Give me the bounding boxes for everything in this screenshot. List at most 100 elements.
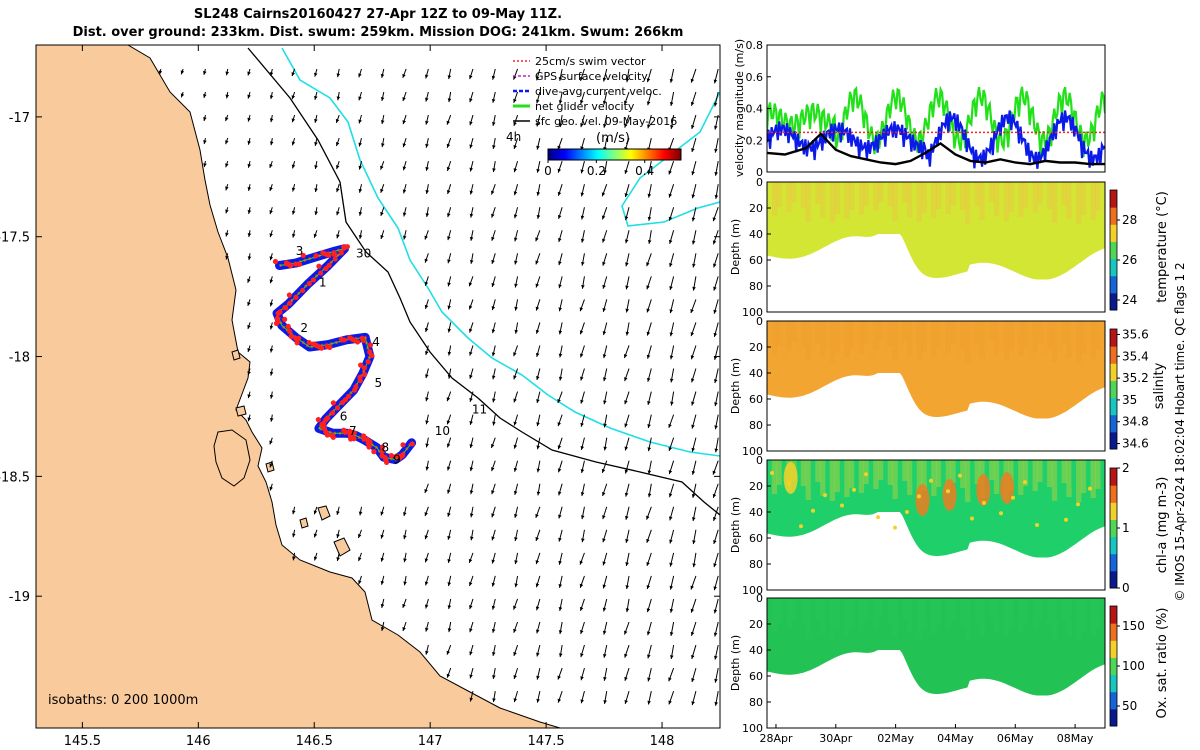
colorbar-cell — [560, 149, 562, 160]
section-texture — [1061, 460, 1067, 483]
current-arrowhead — [714, 148, 718, 153]
colorbar-cell — [586, 149, 588, 160]
track-swim-dot — [318, 270, 324, 276]
section-colorbar-cell — [1110, 640, 1117, 658]
current-arrowhead — [558, 77, 563, 81]
track-swim-dot — [362, 371, 368, 378]
colorbar-cell — [677, 149, 679, 160]
section-texture — [791, 321, 797, 342]
current-arrowhead — [536, 675, 540, 680]
colorbar-cell — [616, 149, 618, 160]
current-arrowhead — [669, 516, 673, 521]
current-arrowhead — [558, 307, 562, 312]
section-texture — [878, 598, 884, 618]
section-texture — [1066, 598, 1072, 635]
section-ytick-label: 60 — [749, 670, 763, 683]
current-arrowhead — [714, 171, 718, 176]
current-arrowhead — [691, 678, 695, 683]
section-texture — [800, 460, 807, 486]
current-arrowhead — [514, 560, 518, 565]
track-swim-dot — [361, 365, 368, 371]
current-arrowhead — [714, 125, 718, 130]
current-arrowhead — [602, 261, 606, 266]
colorbar-cell — [566, 149, 568, 160]
colorbar-cell — [583, 149, 585, 160]
current-arrowhead — [669, 562, 673, 567]
current-arrowhead — [691, 470, 696, 475]
section-texture — [771, 460, 778, 494]
current-arrowhead — [446, 466, 451, 471]
section-colorbar-cell — [1110, 570, 1117, 589]
section-texture — [1056, 598, 1063, 630]
section-colorbar-cell — [1110, 363, 1117, 381]
chl-sample-dot — [876, 515, 880, 520]
section-colorbar-cell — [1110, 224, 1117, 242]
section-texture — [824, 182, 831, 209]
section-texture — [839, 598, 845, 621]
current-arrowhead — [713, 632, 718, 637]
island-small-1 — [231, 349, 241, 361]
vel-series-net — [767, 85, 1105, 157]
current-arrowhead — [225, 232, 229, 237]
current-arrowhead — [691, 124, 695, 129]
current-arrowhead — [603, 170, 607, 174]
section-colorbar-cell — [1110, 207, 1117, 225]
current-arrowhead — [424, 489, 428, 493]
current-arrowhead — [580, 169, 584, 174]
section-texture — [950, 460, 956, 483]
section-texture — [907, 182, 913, 217]
current-arrowhead — [558, 514, 562, 519]
section-texture — [1066, 460, 1072, 497]
map-xtick-label: 147.5 — [527, 734, 564, 749]
current-arrowhead — [314, 165, 318, 169]
current-arrowhead — [381, 143, 385, 148]
current-arrowhead — [624, 469, 629, 474]
chl-sample-dot — [1035, 523, 1039, 527]
section-colorbar-tick-label: 35 — [1122, 393, 1137, 407]
chl-sample-dot — [840, 503, 844, 508]
current-arrowhead — [669, 378, 674, 383]
section-texture — [892, 321, 898, 360]
section-texture — [1047, 321, 1053, 348]
colorbar-units: (m/s) — [596, 131, 630, 146]
section-texture — [873, 182, 879, 211]
section-texture — [858, 598, 865, 631]
current-arrowhead — [602, 100, 607, 105]
current-arrowhead — [469, 397, 473, 402]
colorbar-cell — [654, 149, 656, 160]
current-arrowhead — [446, 650, 451, 655]
section-colorbar-tick-label: 28 — [1122, 213, 1137, 227]
current-arrowhead — [535, 329, 540, 334]
track-swim-dot — [383, 459, 390, 465]
current-arrowhead — [691, 424, 695, 429]
section-texture — [1003, 598, 1009, 637]
colorbar-cell — [553, 149, 555, 160]
current-arrowhead — [602, 354, 607, 359]
colorbar-cell — [605, 149, 607, 160]
section-texture — [926, 460, 932, 482]
colorbar-cell — [559, 149, 561, 160]
current-arrowhead — [712, 470, 717, 475]
current-arrowhead — [269, 118, 274, 123]
section-texture — [834, 460, 840, 492]
current-arrowhead — [713, 379, 718, 384]
section-texture — [931, 460, 937, 496]
colorbar-frame — [547, 148, 682, 161]
current-arrowhead — [535, 606, 540, 611]
section-ytick-label: 80 — [749, 558, 763, 571]
section-texture — [916, 182, 923, 222]
track-swim-dot — [367, 342, 374, 348]
section-colorbar-tick-label: 34.6 — [1122, 437, 1149, 451]
current-arrowhead — [313, 233, 318, 238]
current-arrowhead — [668, 423, 672, 428]
current-arrowhead — [668, 493, 673, 498]
section-texture — [858, 321, 865, 354]
section-colorbar-tick-label: 35.4 — [1122, 349, 1149, 363]
section-texture — [767, 321, 773, 341]
figure-title: SL248 Cairns20160427 27-Apr 12Z to 09-Ma… — [36, 6, 720, 42]
current-arrowhead — [669, 102, 674, 106]
track-swim-dot — [367, 349, 373, 355]
section-texture — [868, 321, 874, 359]
current-arrowhead — [558, 330, 563, 335]
